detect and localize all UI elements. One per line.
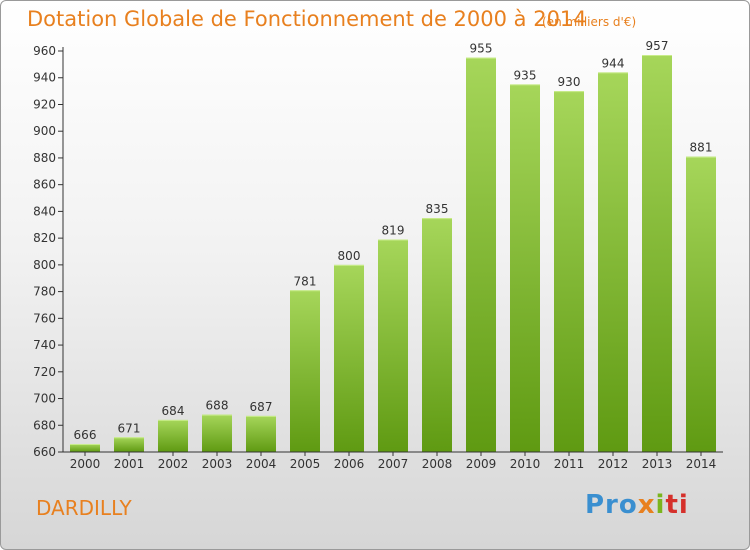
bar	[290, 290, 320, 452]
logo-part: x	[637, 490, 656, 520]
bar-value-label: 835	[426, 202, 449, 216]
x-tick-label: 2006	[334, 457, 365, 471]
y-tick-label: 880	[33, 151, 56, 165]
bar-value-label: 957	[646, 39, 669, 53]
bar	[246, 415, 276, 452]
y-tick-label: 900	[33, 124, 56, 138]
bar	[510, 84, 540, 453]
bar-value-label: 800	[338, 249, 361, 263]
proxiti-logo: Proxiti	[585, 490, 689, 520]
x-tick-label: 2002	[158, 457, 189, 471]
x-tick-label: 2011	[554, 457, 585, 471]
bar-value-label: 955	[470, 42, 493, 56]
bar	[598, 72, 628, 453]
x-axis: 2000 2001 2002 2003 2004 2005 2006 2007 2008 2009…	[63, 451, 723, 471]
y-tick-label: 940	[33, 71, 56, 85]
x-tick-label: 2013	[642, 457, 673, 471]
x-tick-label: 2008	[422, 457, 453, 471]
x-tick-label: 2003	[202, 457, 233, 471]
bar-value-label: 671	[118, 421, 141, 435]
x-tick-label: 2004	[246, 457, 277, 471]
y-tick-label: 780	[33, 285, 56, 299]
x-tick-label: 2000	[70, 457, 101, 471]
y-tick-label: 660	[33, 445, 56, 459]
y-tick-label: 840	[33, 204, 56, 218]
y-tick-label: 720	[33, 365, 56, 379]
y-tick-label: 960	[33, 44, 56, 58]
logo-part: i	[655, 490, 666, 520]
bar	[334, 264, 364, 452]
chart-title: Dotation Globale de Fonctionnement de 20…	[27, 7, 587, 31]
bar-value-label: 684	[162, 404, 185, 418]
bar	[686, 156, 716, 452]
x-tick-label: 2014	[686, 457, 717, 471]
y-tick-label: 740	[33, 338, 56, 352]
commune-name: DARDILLY	[36, 496, 132, 520]
bar	[422, 218, 452, 452]
bar-value-label: 688	[206, 399, 229, 413]
bar	[114, 437, 144, 452]
y-tick-label: 680	[33, 418, 56, 432]
x-tick-label: 2010	[510, 457, 541, 471]
x-tick-label: 2005	[290, 457, 321, 471]
bar-value-label: 930	[558, 75, 581, 89]
x-tick-label: 2009	[466, 457, 497, 471]
bar-value-label: 666	[74, 428, 97, 442]
bars-group: 666 671 684 688 687 781 800 819 835 955 935 930 944 9…	[70, 39, 716, 453]
y-tick-label: 820	[33, 231, 56, 245]
bar	[642, 55, 672, 452]
bar	[70, 443, 100, 452]
bar	[158, 419, 188, 452]
bar-value-label: 935	[514, 68, 537, 82]
bar-value-label: 881	[690, 141, 713, 155]
y-tick-label: 760	[33, 311, 56, 325]
y-axis: 660 680 700 720 740 760 780 800 820 840 860 880 900 9…	[33, 44, 64, 459]
y-tick-label: 800	[33, 258, 56, 272]
y-tick-label: 860	[33, 178, 56, 192]
logo-part: ti	[665, 490, 689, 520]
bar	[466, 57, 496, 452]
bar	[202, 414, 232, 452]
bar-value-label: 781	[294, 274, 317, 288]
bar-value-label: 687	[250, 400, 273, 414]
x-tick-label: 2001	[114, 457, 145, 471]
logo-part: Pro	[585, 490, 638, 520]
x-tick-label: 2007	[378, 457, 409, 471]
x-tick-label: 2012	[598, 457, 629, 471]
bar-value-label: 819	[382, 223, 405, 237]
bar-value-label: 944	[602, 56, 625, 70]
y-tick-label: 920	[33, 97, 56, 111]
chart-subtitle: (en milliers d'€)	[542, 15, 637, 29]
bar	[378, 239, 408, 452]
bar	[554, 91, 584, 452]
y-tick-label: 700	[33, 392, 56, 406]
